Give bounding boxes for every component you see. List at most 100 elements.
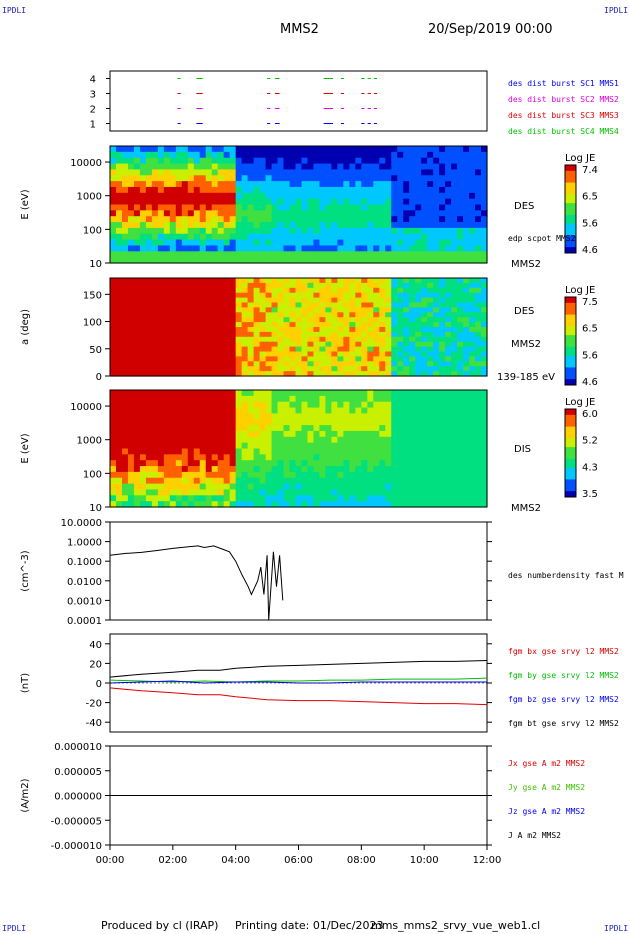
des-energy-cell — [205, 169, 213, 176]
dis-energy-cell — [277, 407, 285, 414]
des-pitch-cell — [313, 327, 321, 333]
des-energy-cell — [283, 227, 291, 235]
dis-energy-cell — [451, 407, 458, 414]
dis-energy-cell — [235, 442, 243, 450]
des-pitch-cell — [367, 312, 374, 318]
des-energy-cell — [133, 151, 141, 159]
des-pitch-cell — [127, 366, 135, 372]
des-energy-cell — [115, 239, 123, 247]
des-energy-cell — [211, 157, 219, 165]
dis-energy-cell — [409, 442, 416, 450]
des-pitch-cell — [175, 356, 183, 362]
dis-energy-cell — [205, 442, 213, 450]
dis-energy-cell — [349, 419, 356, 426]
des-pitch-cell — [199, 331, 207, 338]
des-pitch-cell — [115, 322, 123, 328]
des-pitch-cell — [367, 351, 374, 357]
des-pitch-cell — [469, 297, 476, 304]
dis-energy-cell — [415, 460, 422, 467]
dis-energy-cell — [343, 401, 350, 409]
des-pitch-cell — [427, 331, 434, 338]
des-pitch-cell — [319, 317, 327, 323]
des-pitch-cell — [385, 317, 392, 323]
dis-energy-cell — [469, 401, 476, 409]
des-pitch-cell — [265, 371, 273, 377]
des-pitch-cell — [469, 292, 476, 299]
des-pitch-cell — [247, 292, 255, 299]
des-energy-cell — [325, 151, 333, 159]
des-energy-cell — [181, 198, 189, 206]
des-pitch-cell — [409, 302, 416, 308]
des-energy-cell — [253, 175, 261, 182]
dis-energy-cell — [277, 442, 285, 450]
des-energy-cell — [199, 192, 207, 200]
des-pitch-cell — [265, 278, 273, 284]
dis-energy-cell — [217, 436, 225, 444]
dis-energy-cell — [439, 430, 446, 438]
dis-energy-cell — [175, 390, 183, 397]
dis-energy-cell — [259, 489, 267, 496]
des-pitch-cell — [115, 278, 123, 284]
dis-energy-cell — [367, 460, 374, 467]
dis-energy-cell — [445, 477, 452, 485]
des-pitch-cell — [391, 361, 398, 367]
des-pitch-cell — [469, 351, 476, 357]
dis-energy-cell — [121, 390, 129, 397]
des-pitch-cell — [481, 292, 488, 299]
des-pitch-cell — [289, 317, 297, 323]
des-energy-cell — [235, 257, 243, 264]
des-pitch-cell — [199, 371, 207, 377]
des-energy-cell — [349, 157, 356, 165]
des-pitch-cell — [403, 366, 410, 372]
dis-energy-cell — [121, 436, 129, 444]
des-pitch-cell — [385, 282, 392, 289]
dis-energy-cell — [457, 390, 464, 397]
des-energy-cell — [205, 233, 213, 241]
des-pitch-cell — [151, 322, 159, 328]
burst-ytick-label: 1 — [90, 120, 96, 131]
dis-energy-colorbar-tick: 6.0 — [582, 409, 598, 420]
des-energy-cell — [397, 157, 404, 165]
des-pitch-cell — [139, 351, 147, 357]
dis-energy-cell — [247, 460, 255, 467]
dis-energy-cell — [457, 466, 464, 473]
des-energy-cell — [199, 233, 207, 241]
dis-energy-cell — [397, 483, 404, 491]
des-pitch-cell — [409, 341, 416, 348]
des-energy-cell — [283, 163, 291, 170]
des-pitch-cell — [457, 297, 464, 304]
des-energy-cell — [145, 257, 153, 264]
dis-energy-cell — [151, 401, 159, 409]
dis-energy-cell — [469, 471, 476, 479]
des-pitch-cell — [367, 371, 374, 377]
dis-energy-cell — [361, 448, 368, 455]
des-energy-cell — [229, 222, 237, 229]
dis-energy-cell — [361, 501, 368, 508]
dis-energy-cell — [205, 448, 213, 455]
des-pitch-cell — [307, 356, 315, 362]
des-pitch-cell — [481, 341, 488, 348]
density-ytick-label: 0.0010 — [67, 596, 102, 607]
des-pitch-cell — [337, 346, 344, 353]
des-energy-cell — [463, 186, 470, 194]
des-energy-cell — [439, 198, 446, 206]
des-energy-cell — [157, 245, 165, 252]
dis-energy-cell — [235, 471, 243, 479]
des-pitch-cell — [421, 322, 428, 328]
dis-energy-cell — [415, 390, 422, 397]
des-pitch-cell — [277, 366, 285, 372]
des-energy-cell — [127, 186, 135, 194]
dis-energy-cell — [361, 454, 368, 461]
dis-energy-cell — [223, 495, 231, 502]
dis-energy-cell — [223, 401, 231, 409]
des-pitch-cell — [187, 341, 195, 348]
des-pitch-cell — [187, 371, 195, 377]
des-pitch-cells — [110, 278, 488, 377]
dis-energy-cell — [289, 413, 297, 420]
dis-energy-cell — [193, 477, 201, 485]
des-pitch-cell — [481, 361, 488, 367]
des-pitch-cell — [115, 361, 123, 367]
des-pitch-cell — [163, 331, 171, 338]
des-pitch-cell — [403, 341, 410, 348]
dis-energy-cell — [439, 466, 446, 473]
